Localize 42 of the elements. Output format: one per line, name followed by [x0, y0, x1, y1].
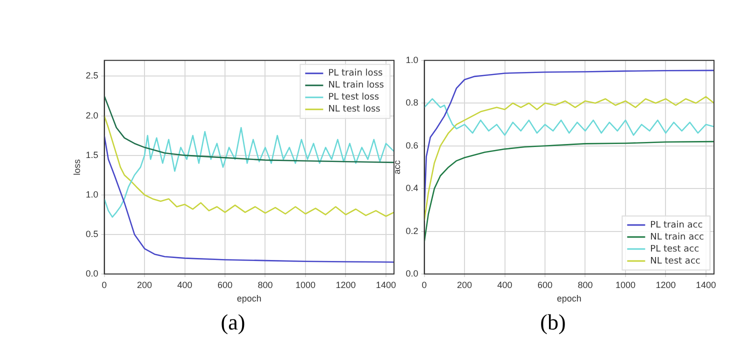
y-tick-label: 0.4 — [406, 183, 418, 194]
x-tick-label: 0 — [422, 280, 427, 290]
x-tick-label: 600 — [538, 280, 553, 290]
y-tick-label: 0.2 — [406, 226, 418, 236]
legend-label: NL test loss — [328, 104, 381, 115]
legend-label: PL train acc — [650, 220, 703, 230]
legend-label: PL test loss — [328, 92, 380, 103]
y-tick-label: 2.0 — [86, 110, 98, 120]
x-tick-label: 600 — [218, 280, 233, 290]
x-tick-label: 200 — [137, 280, 152, 290]
legend-label: NL test acc — [650, 256, 700, 266]
y-tick-label: 1.0 — [86, 189, 98, 200]
x-tick-label: 1400 — [376, 280, 396, 290]
y-axis-title: loss — [72, 158, 82, 176]
x-tick-label: 800 — [578, 280, 593, 290]
x-tick-label: 1200 — [336, 280, 356, 290]
x-tick-label: 800 — [258, 280, 273, 290]
y-tick-label: 1.5 — [86, 150, 98, 160]
text: (b) — [540, 310, 566, 335]
x-tick-label: 200 — [457, 280, 472, 290]
x-tick-label: 1200 — [656, 280, 676, 290]
x-axis-title: epoch — [236, 294, 262, 304]
y-tick-label: 0.0 — [406, 268, 418, 278]
y-tick-label: 0.5 — [86, 228, 98, 239]
legend-label: PL train loss — [328, 68, 384, 79]
y-tick-label: 0.0 — [86, 268, 98, 278]
y-axis-title: acc — [392, 160, 402, 174]
legend-label: PL test acc — [650, 244, 700, 254]
legend-label: NL train loss — [328, 80, 384, 91]
text: (a) — [220, 310, 246, 335]
y-tick-label: 2.5 — [86, 70, 98, 81]
legend-label: NL train acc — [650, 232, 704, 242]
x-tick-label: 0 — [102, 280, 107, 290]
x-tick-label: 400 — [497, 280, 512, 290]
x-axis-title: epoch — [556, 294, 582, 304]
x-tick-label: 1000 — [615, 280, 636, 290]
x-tick-label: 1400 — [696, 280, 716, 290]
y-tick-label: 1.0 — [406, 54, 418, 65]
x-tick-label: 1000 — [295, 280, 316, 290]
y-tick-label: 0.6 — [406, 140, 418, 150]
y-tick-label: 0.8 — [406, 98, 418, 108]
x-tick-label: 400 — [177, 280, 192, 290]
